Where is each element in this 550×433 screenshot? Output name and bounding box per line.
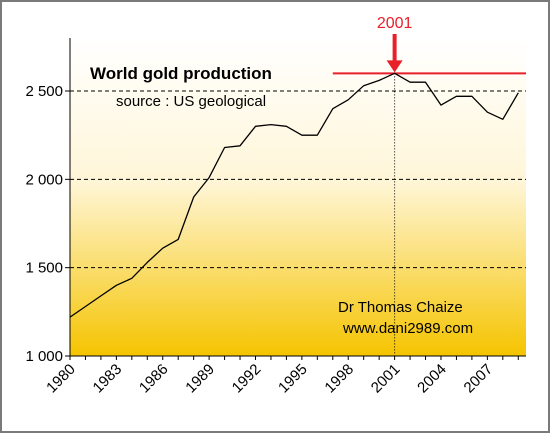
- y-tick-label: 1 500: [25, 260, 63, 277]
- x-tick-label: 2001: [368, 361, 404, 397]
- x-tick-label: 1998: [321, 361, 357, 397]
- series-group: [69, 72, 519, 318]
- x-tick-label: 1980: [43, 361, 79, 397]
- chart-title: World gold production: [90, 64, 272, 83]
- x-tick-label: 1992: [229, 361, 265, 397]
- y-tick-label: 2 500: [25, 83, 63, 100]
- y-axis-ticks: 1 000 1 500 2 000 2 500: [25, 83, 70, 365]
- gridlines: [70, 90, 526, 269]
- y-tick-label: 1 000: [25, 348, 63, 365]
- annotation-label: 2001: [377, 15, 413, 32]
- annotation-arrow-head: [386, 60, 403, 73]
- x-tick-label: 1986: [136, 361, 172, 397]
- x-tick-label: 2004: [414, 361, 450, 397]
- x-axis-ticks: 1980 1983 1986 1989 1992 1995 1998 2001 2004 2007: [43, 356, 519, 397]
- x-tick-label: 1983: [90, 361, 126, 397]
- credit-website: www.dani2989.com: [342, 320, 473, 337]
- chart-subtitle: source : US geological: [116, 93, 266, 110]
- y-tick-label: 2 000: [25, 171, 63, 188]
- production-line: [69, 72, 519, 318]
- x-tick-label: 1989: [182, 361, 218, 397]
- credit-author: Dr Thomas Chaize: [338, 299, 463, 316]
- annotation-group: 2001: [332, 15, 526, 356]
- x-tick-label: 1995: [275, 361, 311, 397]
- x-tick-label: 2007: [461, 361, 497, 397]
